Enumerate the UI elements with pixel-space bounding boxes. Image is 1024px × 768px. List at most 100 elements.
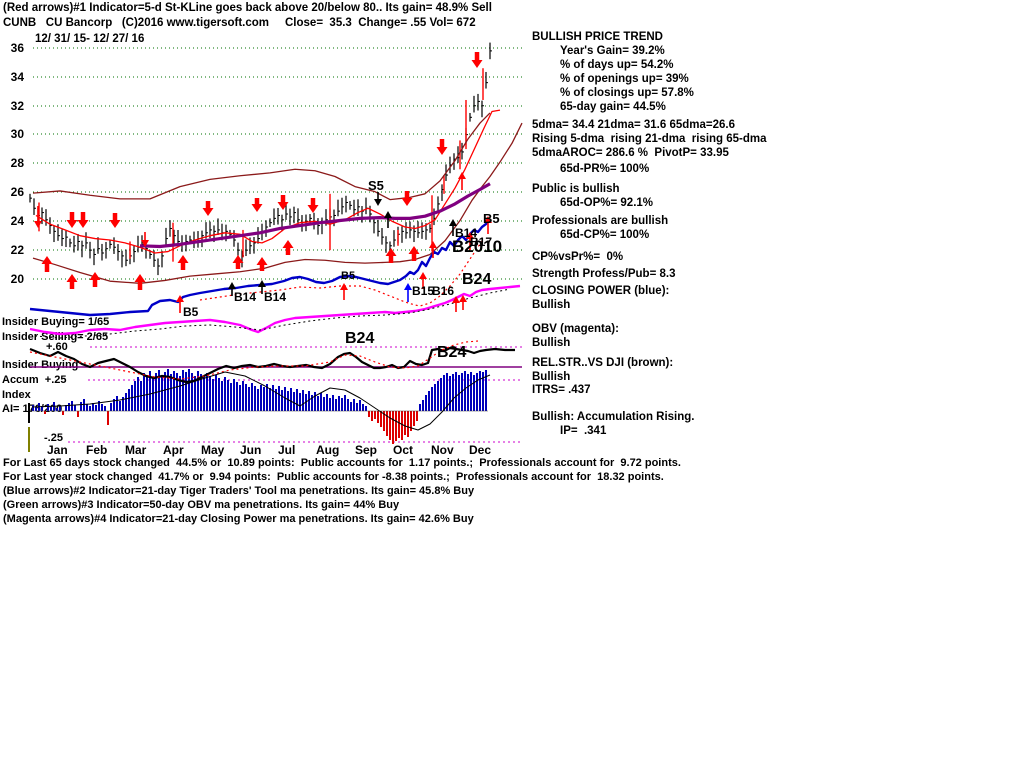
up-arrow-icon bbox=[256, 257, 268, 265]
accum-bar bbox=[284, 387, 286, 411]
up-arrow-icon bbox=[449, 219, 457, 226]
accum-bar bbox=[386, 411, 388, 436]
accum-bar bbox=[395, 411, 397, 441]
accum-bar bbox=[377, 411, 379, 423]
accum-bar bbox=[287, 391, 289, 411]
down-arrow-icon bbox=[471, 60, 483, 68]
indicator1-legend: (Red arrows)#1 Indicator=5-d St-KLine go… bbox=[3, 2, 492, 14]
down-arrow-icon bbox=[436, 147, 448, 155]
accum-bar bbox=[188, 369, 190, 411]
accum-bar bbox=[398, 411, 400, 438]
accum-bar bbox=[485, 370, 487, 411]
accum-bar bbox=[215, 375, 217, 411]
accum-bar bbox=[392, 411, 394, 444]
accum-bar bbox=[317, 396, 319, 411]
accum-bar bbox=[245, 384, 247, 411]
accum-bar bbox=[203, 377, 205, 411]
65-day-ma-line bbox=[139, 182, 491, 249]
accum-bar bbox=[401, 411, 403, 440]
accum-bar bbox=[95, 405, 97, 411]
accum-bar bbox=[125, 393, 127, 411]
accum-bar bbox=[299, 393, 301, 411]
accum-bar bbox=[98, 401, 100, 411]
accum-bar bbox=[374, 411, 376, 419]
accum-bar bbox=[389, 411, 391, 440]
accum-bar bbox=[290, 388, 292, 411]
accum-bar bbox=[356, 403, 358, 411]
footer-line-4: (Green arrows)#3 Indicator=50-day OBV ma… bbox=[3, 499, 400, 511]
accum-bar bbox=[176, 373, 178, 411]
accum-bar bbox=[239, 385, 241, 411]
accum-bar bbox=[263, 387, 265, 411]
accum-bar bbox=[41, 406, 43, 411]
accum-bar bbox=[170, 374, 172, 411]
accum-bar bbox=[122, 397, 124, 411]
up-arrow-icon bbox=[385, 248, 397, 256]
footer-line-2: For Last year stock changed 41.7% or 9.9… bbox=[3, 471, 664, 483]
accum-bar bbox=[272, 385, 274, 411]
accum-bar bbox=[161, 376, 163, 411]
accum-bar bbox=[218, 378, 220, 411]
down-arrow-icon bbox=[251, 204, 263, 212]
up-arrow-icon bbox=[484, 216, 492, 223]
accum-bar bbox=[68, 403, 70, 411]
accum-bar bbox=[65, 405, 67, 411]
accum-bar bbox=[83, 399, 85, 411]
down-arrow-icon bbox=[374, 199, 382, 206]
accum-bar bbox=[368, 411, 370, 417]
accum-bar bbox=[167, 369, 169, 411]
accum-bar bbox=[107, 411, 109, 425]
accum-bar bbox=[77, 411, 79, 417]
down-arrow-icon bbox=[77, 220, 89, 228]
accum-bar bbox=[80, 402, 82, 411]
accum-bar bbox=[113, 399, 115, 411]
accum-bar bbox=[194, 376, 196, 411]
up-arrow-icon bbox=[408, 246, 420, 254]
up-arrow-icon bbox=[134, 274, 146, 282]
accum-bar bbox=[86, 404, 88, 411]
up-arrow-icon bbox=[66, 274, 78, 282]
accum-bar bbox=[251, 383, 253, 411]
accum-bar bbox=[425, 395, 427, 411]
up-arrow-icon bbox=[258, 280, 266, 287]
up-arrow-icon bbox=[41, 256, 53, 264]
accum-bar bbox=[44, 411, 46, 414]
accum-bar bbox=[92, 403, 94, 411]
accum-bar bbox=[89, 406, 91, 411]
accum-bar bbox=[224, 377, 226, 411]
accum-bar bbox=[227, 380, 229, 411]
accum-bar bbox=[71, 401, 73, 411]
accum-bar bbox=[119, 401, 121, 411]
accum-bar bbox=[332, 395, 334, 411]
up-arrow-icon bbox=[384, 211, 392, 218]
upper-trading-band-line bbox=[32, 112, 491, 201]
accum-bar bbox=[257, 389, 259, 411]
accum-bar bbox=[410, 411, 412, 431]
accum-bar bbox=[293, 392, 295, 411]
accum-bar bbox=[353, 399, 355, 411]
accum-bar bbox=[383, 411, 385, 431]
accum-bar bbox=[422, 400, 424, 411]
up-arrow-icon bbox=[404, 283, 412, 290]
accum-bar bbox=[380, 411, 382, 427]
accum-bar bbox=[230, 383, 232, 411]
accum-bar bbox=[182, 370, 184, 411]
accum-bar bbox=[74, 405, 76, 411]
down-arrow-icon bbox=[277, 202, 289, 210]
accum-bar bbox=[137, 377, 139, 411]
up-arrow-icon bbox=[228, 282, 236, 289]
up-arrow-icon bbox=[340, 283, 348, 290]
accum-bar bbox=[416, 411, 418, 421]
accum-bar bbox=[323, 397, 325, 411]
up-arrow-icon bbox=[466, 232, 474, 239]
down-arrow-icon bbox=[141, 240, 149, 247]
down-arrow-icon bbox=[202, 208, 214, 216]
accum-bar bbox=[197, 371, 199, 411]
accum-bar bbox=[455, 372, 457, 411]
accum-bar bbox=[152, 378, 154, 411]
accum-bar bbox=[236, 382, 238, 411]
up-arrow-icon bbox=[177, 255, 189, 263]
accum-bar bbox=[461, 373, 463, 411]
relative-strength-vs-dji-line bbox=[29, 346, 515, 384]
accum-bar bbox=[470, 372, 472, 411]
